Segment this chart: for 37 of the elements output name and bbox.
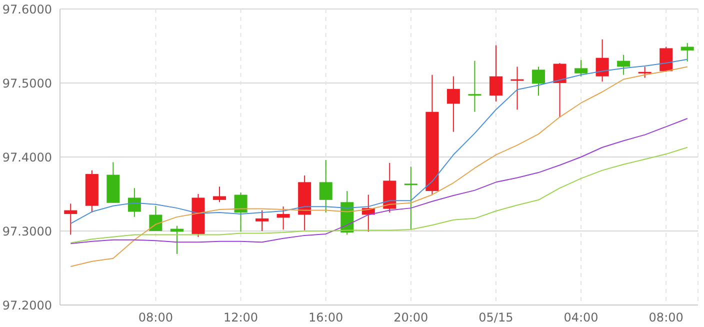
candlestick — [149, 205, 162, 232]
candlestick — [64, 203, 78, 236]
candlestick — [213, 186, 226, 203]
y-tick-label: 97.2000 — [2, 298, 52, 312]
line-series — [70, 118, 688, 244]
x-tick-label: 16:00 — [308, 310, 344, 325]
x-tick-label: 08:00 — [138, 310, 173, 325]
candlestick — [553, 62, 566, 118]
candlestick — [638, 66, 652, 78]
candlestick — [574, 60, 588, 77]
candlestick — [489, 44, 502, 102]
candlestick — [468, 60, 482, 112]
candlestick — [404, 166, 418, 230]
candlestick — [510, 66, 524, 110]
x-tick-label: 05/15 — [478, 310, 514, 325]
y-tick-label: 97.4000 — [2, 150, 52, 164]
candlestick — [128, 188, 141, 218]
x-tick-label: 12:00 — [223, 310, 258, 325]
candlestick — [319, 159, 332, 213]
candlestick — [256, 210, 269, 232]
y-tick-label: 97.6000 — [2, 2, 52, 16]
x-tick-label: 20:00 — [394, 310, 428, 325]
candlestick — [596, 38, 609, 82]
line-series — [70, 66, 688, 268]
x-tick-label: 04:00 — [564, 310, 598, 325]
candlestick — [680, 42, 694, 62]
candlestick — [276, 206, 290, 230]
candlestick — [446, 76, 460, 132]
x-tick-label: 08:00 — [648, 310, 684, 325]
candlestick — [234, 192, 248, 232]
y-tick-label: 97.5000 — [2, 76, 52, 90]
line-series — [70, 146, 688, 244]
candlestick — [660, 46, 673, 72]
line-series — [70, 58, 688, 224]
candlestick — [532, 66, 545, 96]
candlestick — [617, 54, 630, 76]
y-tick-label: 97.3000 — [2, 224, 52, 238]
